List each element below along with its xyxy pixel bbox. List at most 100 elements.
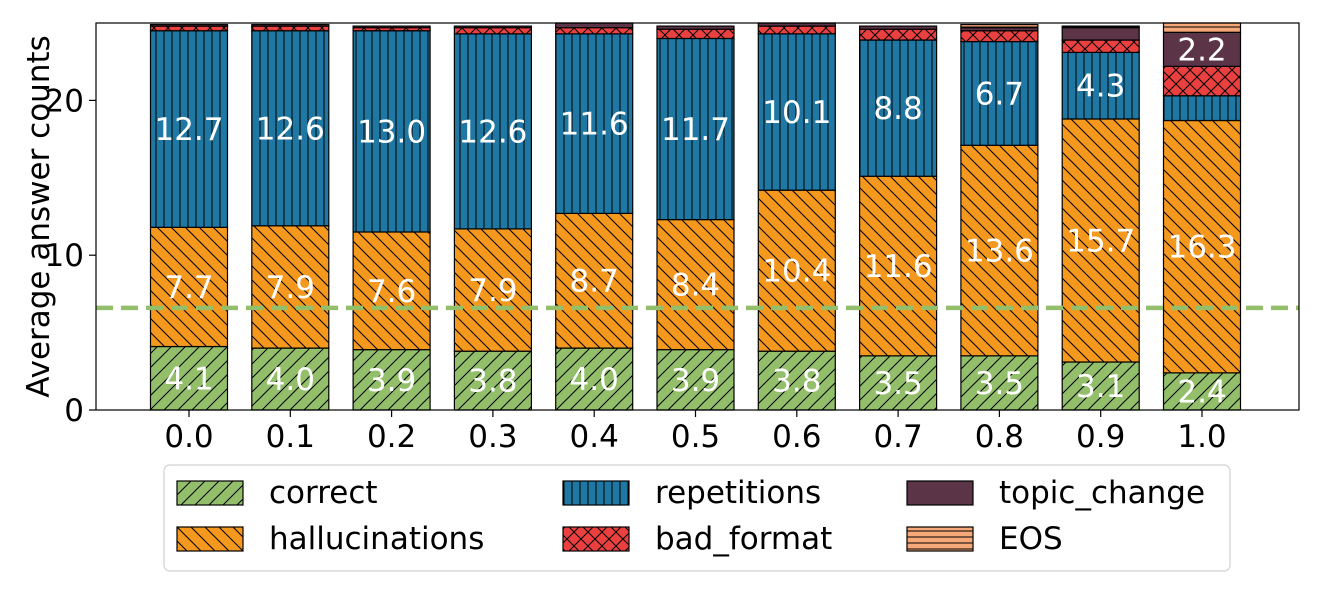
bar-outline	[960, 23, 1039, 29]
bar-fill	[150, 24, 228, 27]
bar-fill	[758, 23, 836, 27]
data-label-hallucinations-0.4: 8.7	[570, 264, 619, 300]
bar-hatch	[859, 40, 937, 177]
x-tick-label: 0.2	[367, 419, 416, 455]
bar-hatch	[353, 231, 431, 350]
bar-hatch	[1163, 372, 1241, 410]
bar-hatch	[960, 145, 1038, 356]
bar-correct-0.9	[1061, 361, 1140, 411]
legend-item-correct: correct	[176, 475, 378, 511]
bar-hatch	[555, 348, 633, 410]
data-label-repetitions-0.4: 11.6	[560, 107, 629, 143]
bar-EOS-0.9	[1061, 25, 1140, 29]
bar-hallucinations-0.4	[555, 212, 634, 349]
data-label-correct-0.2: 3.9	[367, 363, 416, 399]
bar-hatch	[1062, 26, 1140, 28]
bar-hallucinations-0.3	[453, 228, 532, 352]
data-label-hallucinations-0.8: 13.6	[965, 234, 1034, 270]
bar-repetitions-0.5	[656, 37, 735, 221]
legend-item-topic_change: topic_change	[906, 475, 1205, 511]
y-axis-label: Average answer counts	[21, 35, 57, 398]
bar-hatch	[1062, 362, 1140, 410]
bar-outline	[858, 25, 938, 30]
bar-correct-0.3	[453, 350, 532, 411]
bar-outline	[453, 25, 532, 29]
data-label-hallucinations-0.3: 7.9	[468, 273, 517, 309]
x-tick-label: 0.6	[772, 419, 821, 455]
bar-correct-0.5	[656, 349, 735, 411]
data-label-correct-0.5: 3.9	[671, 363, 720, 399]
bar-hatch	[353, 30, 431, 232]
bar-bad_format-0.8	[960, 30, 1039, 43]
bar-hatch	[251, 30, 329, 226]
x-tick-label: 0.0	[164, 419, 213, 455]
bar-hatch	[758, 190, 836, 352]
bar-hatch	[657, 349, 734, 410]
bar-hatch	[1163, 120, 1241, 373]
x-tick-label: 0.3	[468, 419, 517, 455]
bar-hatch	[758, 26, 836, 34]
bar-EOS-1.0	[1162, 22, 1242, 33]
bar-outline	[656, 25, 735, 30]
bar-hallucinations-0.5	[656, 218, 735, 351]
bar-hallucinations-1.0	[1162, 119, 1242, 374]
bar-fill	[960, 27, 1038, 31]
bar-bad_format-0.5	[656, 28, 735, 40]
bar-hallucinations-0.1	[251, 225, 330, 349]
data-label-repetitions-0.2: 13.0	[357, 114, 426, 150]
bar-fill	[859, 26, 937, 30]
data-label-repetitions-0.8: 6.7	[975, 76, 1024, 112]
legend: correct hallucinations repetitions bad_form…	[163, 464, 1231, 572]
data-label-correct-1.0: 2.4	[1177, 374, 1226, 410]
bar-fill	[454, 26, 532, 28]
bar-bad_format-0.1	[251, 25, 330, 32]
bar-fill	[1163, 32, 1241, 67]
bar-hatch	[960, 355, 1038, 410]
bar-hatch	[454, 27, 532, 34]
data-label-repetitions-0.0: 12.7	[154, 112, 223, 148]
data-label-topic_change-1.0: 2.2	[1177, 32, 1226, 68]
legend-swatch	[907, 481, 973, 505]
bar-hatch	[555, 33, 633, 214]
bar-correct-0.8	[960, 355, 1039, 411]
bar-hatch	[353, 349, 431, 410]
legend-swatch-outline	[176, 480, 244, 506]
legend-swatch-hatch	[563, 527, 629, 551]
bar-hatch	[960, 30, 1038, 42]
bar-hatch	[657, 219, 734, 350]
data-label-hallucinations-0.1: 7.9	[266, 270, 315, 306]
bar-hallucinations-0.0	[149, 226, 229, 348]
bar-topic_change-0.4	[555, 22, 634, 29]
data-label-correct-0.0: 4.1	[164, 361, 213, 397]
data-label-repetitions-0.3: 12.6	[458, 114, 527, 150]
bar-bad_format-0.6	[757, 25, 836, 35]
axes-layer: 0 10 20 0.0 0.1 0.2 0.3 0.4 0.5 0.6 0.7 0.8 0.9 1.0	[45, 83, 1227, 455]
bar-hatch	[251, 348, 329, 410]
bar-hatch	[758, 351, 836, 410]
legend-swatch-outline	[562, 526, 630, 552]
bar-hatch	[859, 29, 937, 41]
x-tick-label: 0.4	[570, 419, 619, 455]
bar-hatch	[150, 346, 228, 410]
legend-label: topic_change	[999, 475, 1205, 511]
bar-hallucinations-0.6	[757, 189, 836, 352]
bar-hatch	[454, 228, 532, 352]
bar-hatch	[657, 38, 734, 220]
bar-repetitions-0.9	[1061, 51, 1140, 120]
legend-swatch-hatch	[907, 527, 973, 551]
bar-hallucinations-0.2	[352, 231, 431, 351]
bar-hatch	[1062, 40, 1140, 53]
data-label-hallucinations-1.0: 16.3	[1167, 230, 1236, 266]
bar-bad_format-0.0	[149, 25, 229, 32]
bar-fill	[251, 24, 329, 27]
bar-bad_format-1.0	[1162, 65, 1242, 97]
y-tick-label: 0	[64, 393, 84, 429]
bar-hatch	[251, 26, 329, 31]
bar-hatch	[150, 26, 228, 31]
bar-correct-0.4	[555, 347, 634, 411]
data-label-repetitions-0.7: 8.8	[873, 91, 922, 127]
bar-hallucinations-0.9	[1061, 118, 1140, 363]
bar-hatch	[454, 33, 532, 229]
bar-repetitions-0.0	[149, 30, 229, 228]
